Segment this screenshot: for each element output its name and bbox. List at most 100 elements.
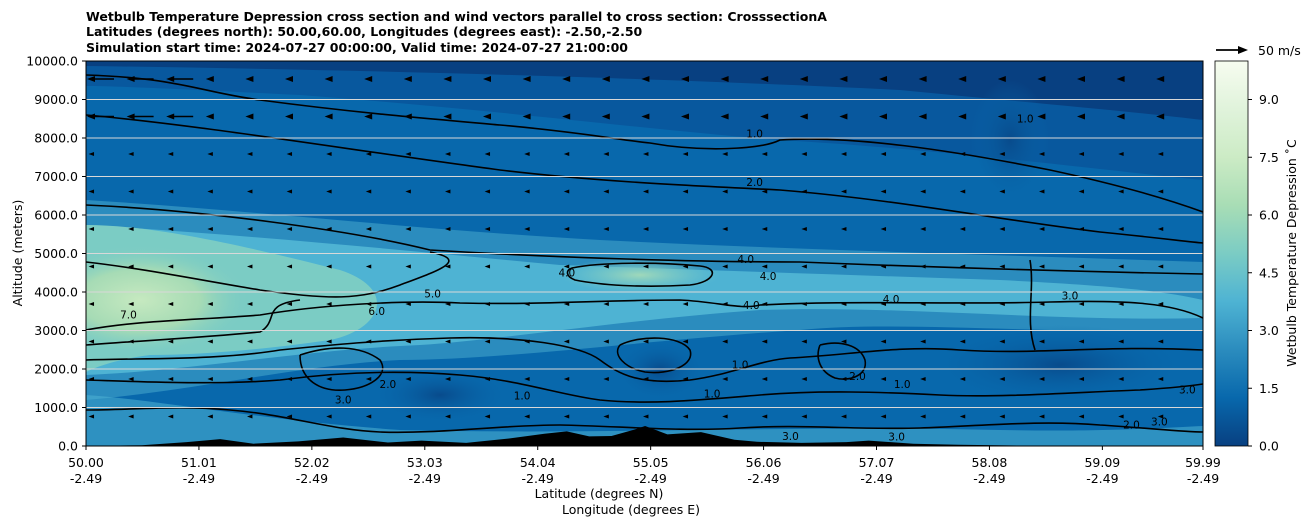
wind-vector <box>128 376 134 382</box>
wind-vector <box>839 113 848 120</box>
wind-vector <box>1078 339 1085 344</box>
wind-vector <box>365 189 372 194</box>
wind-vector <box>1078 414 1085 419</box>
colorbar-gradient <box>1214 60 1249 447</box>
wind-vector <box>879 113 887 120</box>
wind-vector <box>839 76 848 82</box>
wind-vector <box>403 76 412 82</box>
colorbar-ticks: 0.0 1.5 3.0 4.5 6.0 7.5 9.0 <box>1248 92 1279 454</box>
wind-vector <box>880 151 887 157</box>
wind-vector <box>88 376 95 382</box>
wind-vector <box>1157 376 1164 382</box>
wind-vector <box>483 113 491 120</box>
wind-vector <box>643 151 649 157</box>
wind-key-label: 50 m/s <box>1258 43 1301 58</box>
wind-vector <box>326 151 332 157</box>
wind-vector <box>722 264 728 269</box>
wind-vector <box>1157 301 1164 307</box>
wind-vector <box>1039 151 1045 157</box>
x-tick-label-lat: 59.99 <box>1185 455 1221 470</box>
wind-vector <box>88 189 95 194</box>
x-tick-label-lon: -2.49 <box>860 471 892 486</box>
wind-vector <box>562 113 571 120</box>
y-tick-label: 7000.0 <box>34 169 78 184</box>
wind-vector <box>365 339 372 344</box>
wind-vector <box>1039 339 1045 344</box>
wind-vector <box>405 376 411 382</box>
wind-vector <box>722 376 728 382</box>
wind-vector <box>522 76 531 82</box>
wind-vector <box>880 264 887 269</box>
wind-vector <box>959 226 966 232</box>
x-tick-label-lat: 56.06 <box>746 455 782 470</box>
wind-vector <box>167 339 174 344</box>
contour-1 <box>86 74 1203 213</box>
wind-vector <box>999 301 1005 307</box>
y-tick-label: 4000.0 <box>34 285 78 300</box>
wind-vector <box>326 339 332 344</box>
wind-vector <box>603 189 609 194</box>
wind-vector <box>603 376 609 382</box>
wind-vector <box>682 264 689 269</box>
wind-vector <box>326 189 332 194</box>
colorbar-tick-label: 7.5 <box>1259 150 1279 165</box>
wind-vector <box>326 301 332 307</box>
x-axis: 50.00-2.4951.01-2.4952.02-2.4953.03-2.49… <box>68 446 1221 486</box>
y-tick-label: 8000.0 <box>34 131 78 146</box>
x-tick-label-lat: 51.01 <box>181 455 217 470</box>
wind-vector <box>959 339 966 344</box>
x-tick-label-lon: -2.49 <box>522 471 554 486</box>
wind-vector <box>722 189 728 194</box>
wind-vector <box>920 151 926 157</box>
wind-vector <box>801 151 807 157</box>
wind-vector <box>326 376 332 382</box>
wind-vectors <box>87 76 1165 419</box>
wind-vector <box>841 301 847 307</box>
wind-vector <box>405 414 411 419</box>
x-tick-label-lat: 52.02 <box>294 455 330 470</box>
wind-vector <box>761 376 768 382</box>
wind-vector <box>880 339 887 344</box>
wind-vector <box>286 414 293 419</box>
wind-vector <box>841 189 847 194</box>
wind-vector <box>880 226 887 232</box>
wind-vector <box>722 151 728 157</box>
wind-vector <box>326 264 332 269</box>
contour-label: 7.0 <box>120 310 137 322</box>
contour-5 <box>566 262 714 287</box>
wind-vector <box>405 301 411 307</box>
wind-vector <box>88 339 95 344</box>
wind-vector <box>1039 264 1045 269</box>
wind-vector <box>1156 113 1165 120</box>
wind-vector <box>722 339 728 344</box>
wind-vector <box>643 339 649 344</box>
wind-vector <box>801 339 807 344</box>
contour-label: 5.0 <box>424 288 441 300</box>
wind-vector <box>563 376 570 382</box>
wind-vector <box>1118 226 1124 232</box>
wind-vector <box>128 414 134 419</box>
x-tick-label-lon: -2.49 <box>70 471 102 486</box>
x-tick-label-lat: 54.04 <box>520 455 556 470</box>
contour-label: 1.0 <box>894 379 911 391</box>
contour-9 <box>86 371 1203 403</box>
wind-vector <box>445 189 451 194</box>
wind-vector <box>484 226 491 232</box>
wind-vector <box>563 339 570 344</box>
wind-vector <box>1157 189 1164 194</box>
wind-vector <box>1077 113 1085 120</box>
wind-vector <box>761 189 768 194</box>
wind-vector <box>128 264 134 269</box>
wind-vector <box>918 76 927 82</box>
wind-vector <box>483 76 491 82</box>
wind-vector <box>524 414 530 419</box>
wind-vector <box>959 376 966 382</box>
contour-label: 2.0 <box>746 177 763 189</box>
wind-vector <box>1118 414 1124 419</box>
contour-label: 2.0 <box>380 379 397 391</box>
wind-vector <box>167 301 174 307</box>
contour-label: 4.0 <box>737 254 754 266</box>
wind-vector <box>365 264 372 269</box>
wind-vector <box>880 301 887 307</box>
